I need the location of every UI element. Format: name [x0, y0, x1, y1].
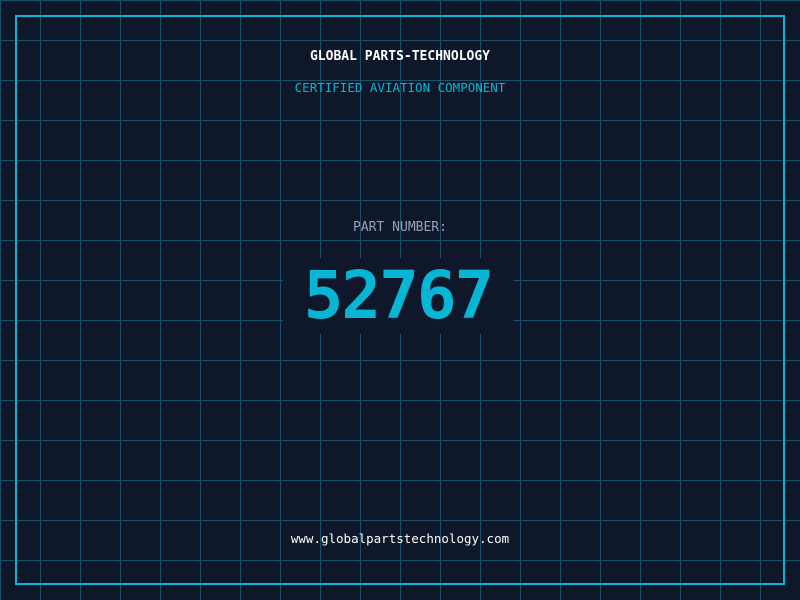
part-number-value: 52767: [283, 258, 513, 334]
certification-subtitle: CERTIFIED AVIATION COMPONENT: [294, 80, 506, 95]
part-number-label: PART NUMBER:: [353, 220, 447, 235]
website-link[interactable]: www.globalpartstechnology.com: [290, 531, 510, 546]
company-title: GLOBAL PARTS-TECHNOLOGY: [309, 49, 490, 64]
border-frame: [15, 15, 785, 585]
